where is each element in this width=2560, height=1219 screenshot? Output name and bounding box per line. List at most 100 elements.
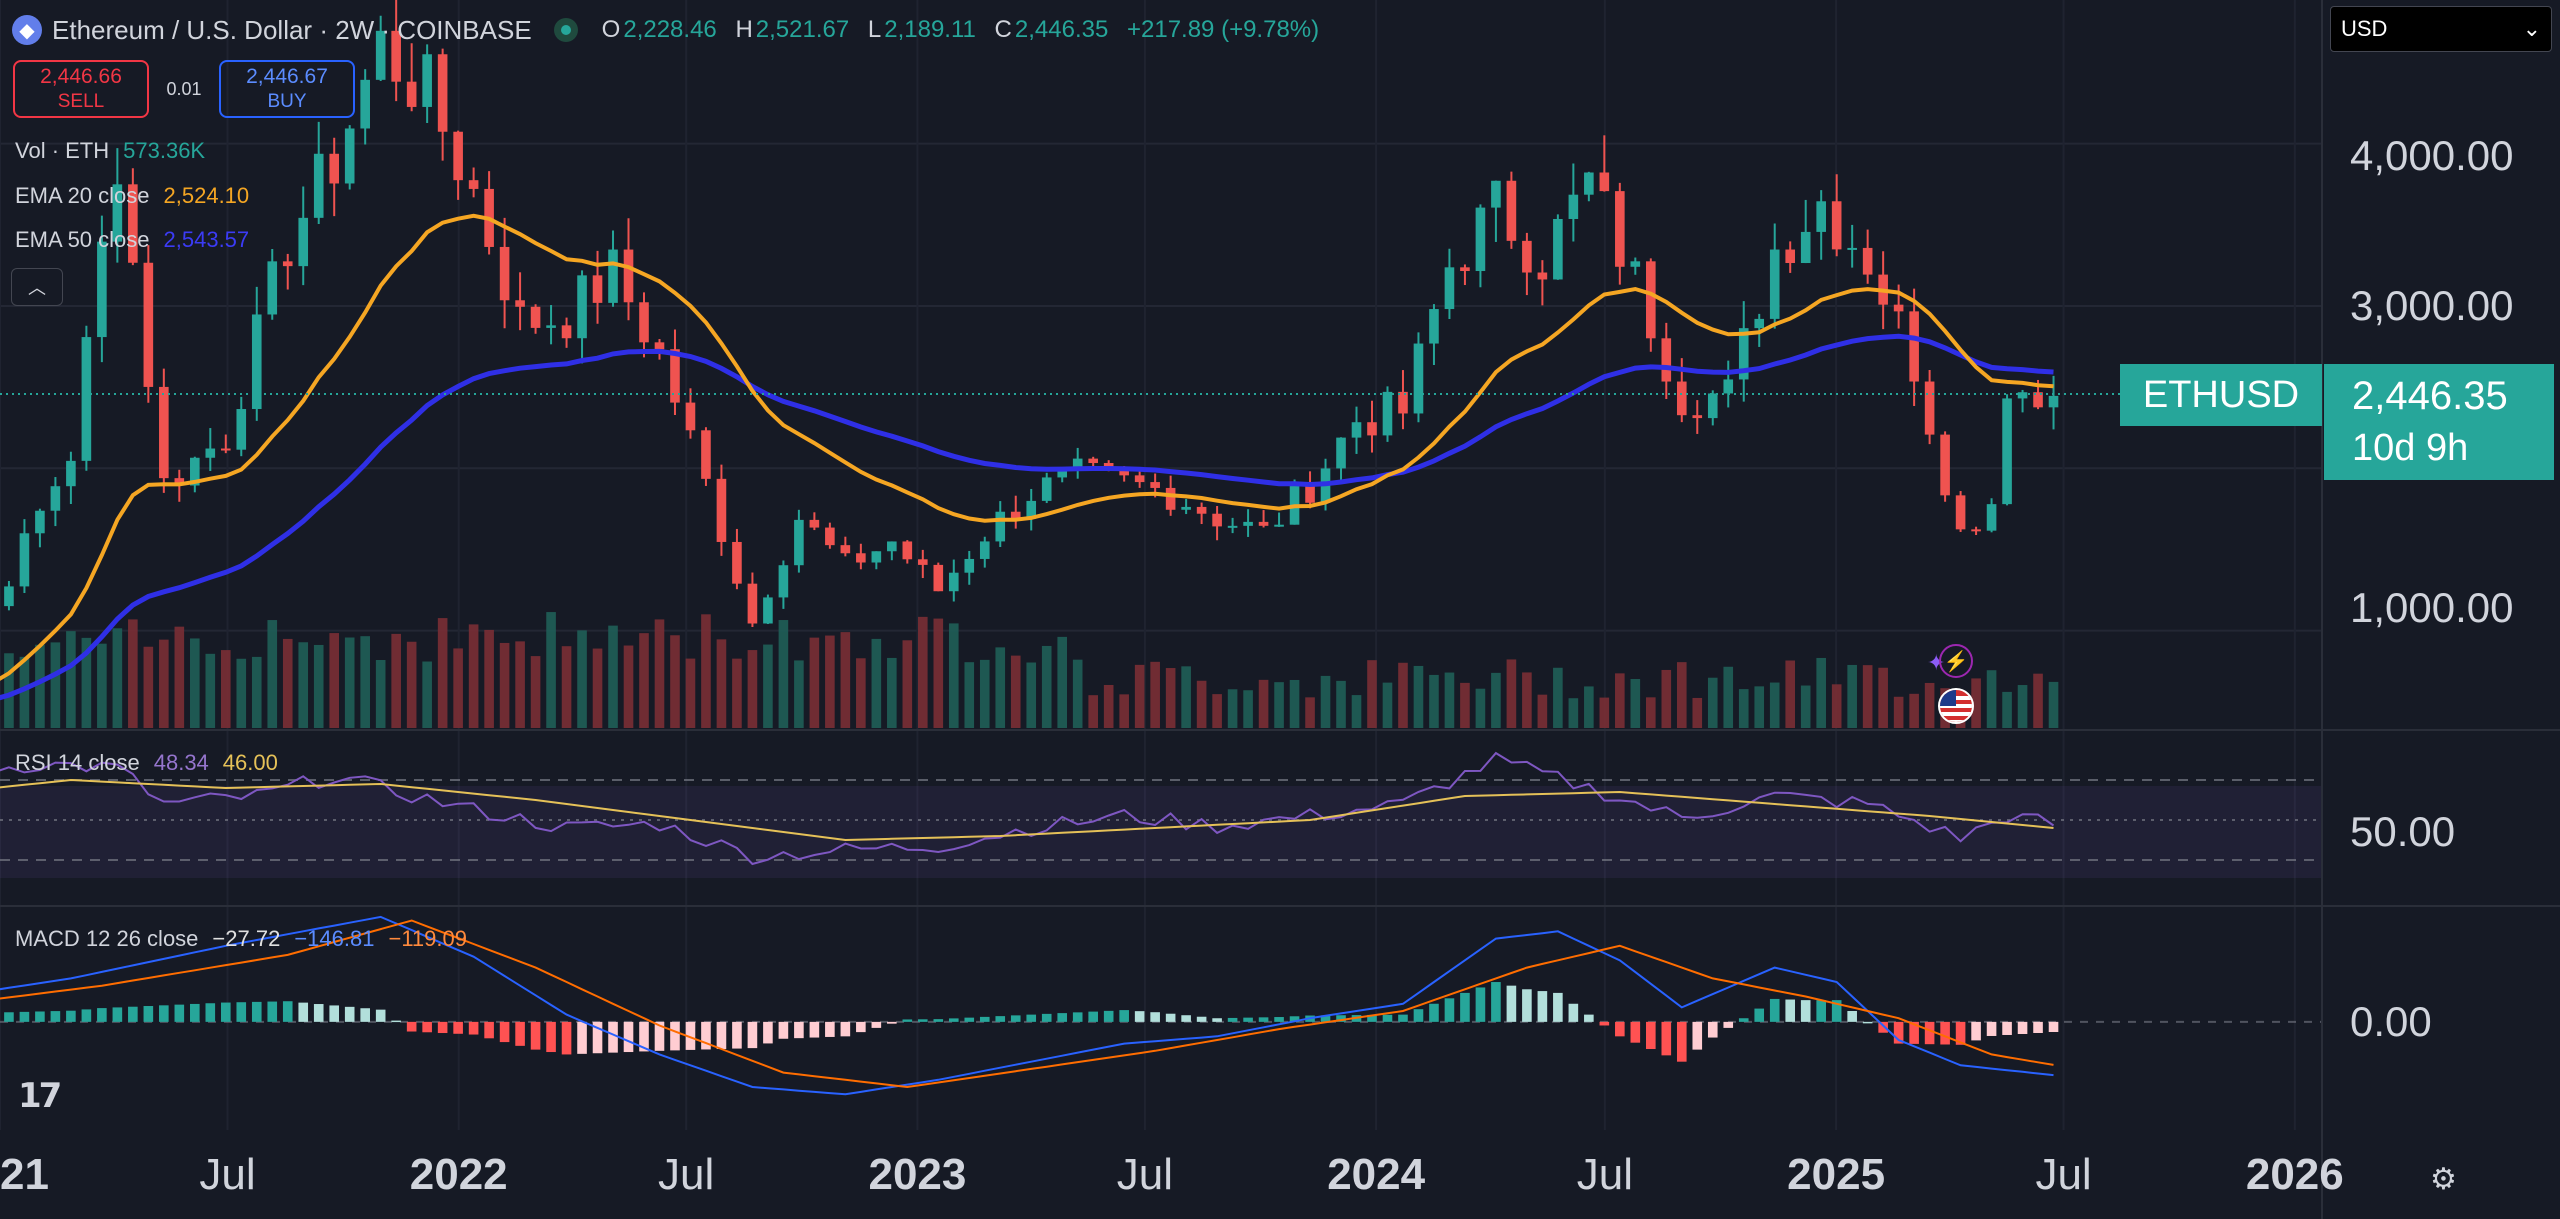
macd-legend[interactable]: MACD 12 26 close −27.72 −146.81 −119.09	[15, 926, 467, 951]
candle	[1475, 207, 1486, 272]
buy-price: 2,446.67	[246, 65, 328, 88]
time-tick-label: Jul	[658, 1150, 715, 1199]
sell-price: 2,446.66	[40, 65, 122, 88]
volume-bar	[592, 648, 603, 728]
candle	[97, 241, 107, 338]
ema20-line	[0, 213, 2054, 681]
macd-histogram-bar	[1847, 1011, 1857, 1022]
tradingview-logo[interactable]: 17	[18, 1076, 62, 1116]
macd-histogram-bar	[1429, 1003, 1439, 1022]
macd-histogram-bar	[143, 1006, 154, 1022]
volume-bar	[1382, 682, 1393, 728]
buy-label: BUY	[267, 91, 307, 112]
macd-histogram-bar	[1026, 1014, 1037, 1022]
candle	[437, 54, 448, 132]
candle	[1955, 495, 1966, 530]
candle	[143, 262, 154, 387]
market-status-icon[interactable]	[553, 18, 578, 42]
macd-histogram-bar	[313, 1004, 324, 1022]
volume-bar	[236, 658, 247, 728]
volume-bar	[66, 631, 76, 728]
volume-bar	[1336, 680, 1346, 728]
candle	[1754, 318, 1765, 329]
macd-histogram-bar	[918, 1019, 928, 1022]
collapse-legend-button[interactable]: ︿	[11, 268, 63, 306]
macd-histogram-bar	[1382, 1014, 1393, 1022]
macd-histogram-bar	[1692, 1021, 1703, 1050]
volume-bar	[453, 648, 463, 728]
macd-histogram-bar	[406, 1021, 417, 1032]
sell-label: SELL	[57, 91, 105, 112]
rsi-pane	[0, 751, 2322, 866]
symbol-price-tag: ETHUSD	[2120, 364, 2322, 426]
vol-legend[interactable]: Vol · ETH 573.36K	[15, 138, 206, 163]
currency-select[interactable]: USD ⌄	[2330, 6, 2552, 52]
candle	[747, 583, 758, 624]
macd-histogram-bar	[97, 1008, 107, 1022]
symbol-title[interactable]: Ethereum / U.S. Dollar · 2W · COINBASE	[52, 14, 532, 45]
macd-histogram-bar	[1862, 1021, 1873, 1024]
us-flag-icon[interactable]	[1938, 688, 1974, 724]
candle	[623, 249, 634, 303]
price-tick-label: 4,000.00	[2350, 132, 2514, 179]
macd-histogram-bar	[685, 1021, 696, 1050]
candle	[1615, 191, 1625, 267]
macd-histogram-bar	[1227, 1017, 1238, 1022]
macd-pane	[0, 915, 2322, 1096]
volume-bar	[422, 661, 432, 728]
candle	[902, 541, 913, 560]
macd-histogram-bar	[19, 1011, 30, 1022]
volume-bar	[2033, 673, 2043, 728]
volume-bar	[1537, 694, 1548, 728]
last-price-tag: 2,446.35 10d 9h	[2324, 364, 2554, 480]
spread-value: 0.01	[166, 78, 202, 99]
macd-histogram-bar	[112, 1007, 123, 1022]
ema20-legend[interactable]: EMA 20 close 2,524.10	[15, 183, 250, 208]
candle	[979, 541, 990, 559]
macd-histogram-bar	[1785, 999, 1796, 1022]
candle	[1986, 504, 1997, 531]
volume-bar	[1661, 669, 1672, 728]
macd-histogram-bar	[1630, 1021, 1641, 1043]
vol-value: 573.36K	[123, 138, 206, 163]
chevron-up-icon: ︿	[28, 278, 46, 298]
volume-bar	[81, 637, 92, 728]
volume-bar	[468, 624, 479, 728]
time-tick-label: 2021	[0, 1150, 49, 1199]
macd-histogram-bar	[159, 1005, 169, 1022]
time-tick-label: Jul	[1576, 1150, 1633, 1199]
volume-bar	[577, 630, 587, 728]
bar-countdown: 10d 9h	[2352, 427, 2469, 469]
volume-bar	[19, 656, 30, 728]
macd-histogram-bar	[1522, 989, 1532, 1022]
macd-histogram-bar	[35, 1011, 45, 1022]
macd-histogram-bar	[360, 1008, 370, 1022]
lightning-icon[interactable]: ⚡	[1939, 644, 1973, 678]
currency-value: USD	[2341, 16, 2388, 41]
volume-bar	[112, 628, 123, 728]
change-value: +217.89 (+9.78%)	[1126, 16, 1320, 43]
volume-bar	[825, 635, 835, 728]
macd-histogram-bar	[1769, 998, 1780, 1022]
volume-bar	[360, 636, 370, 728]
macd-histogram-bar	[964, 1017, 975, 1022]
volume-bar	[1769, 682, 1780, 728]
ema50-legend[interactable]: EMA 50 close 2,543.57	[15, 227, 250, 252]
macd-histogram-bar	[2002, 1021, 2012, 1035]
sell-button[interactable]: 2,446.66 SELL	[13, 60, 149, 118]
candle	[1088, 458, 1098, 464]
buy-button[interactable]: 2,446.67 BUY	[219, 60, 355, 118]
macd-histogram-bar	[391, 1020, 401, 1023]
macd-histogram-bar	[1398, 1014, 1408, 1022]
volume-bar	[1475, 688, 1486, 728]
macd-histogram-bar	[174, 1004, 185, 1022]
rsi-legend[interactable]: RSI 14 close 48.34 46.00	[15, 750, 278, 775]
volume-bar	[1305, 697, 1315, 728]
macd-histogram-bar	[933, 1019, 944, 1022]
gear-icon[interactable]: ⚙	[2430, 1163, 2457, 1196]
macd-histogram-bar	[1599, 1021, 1610, 1026]
macd-signal-value: −119.09	[388, 926, 467, 951]
time-tick-label: 2024	[1327, 1150, 1426, 1199]
macd-histogram-bar	[1289, 1016, 1300, 1022]
